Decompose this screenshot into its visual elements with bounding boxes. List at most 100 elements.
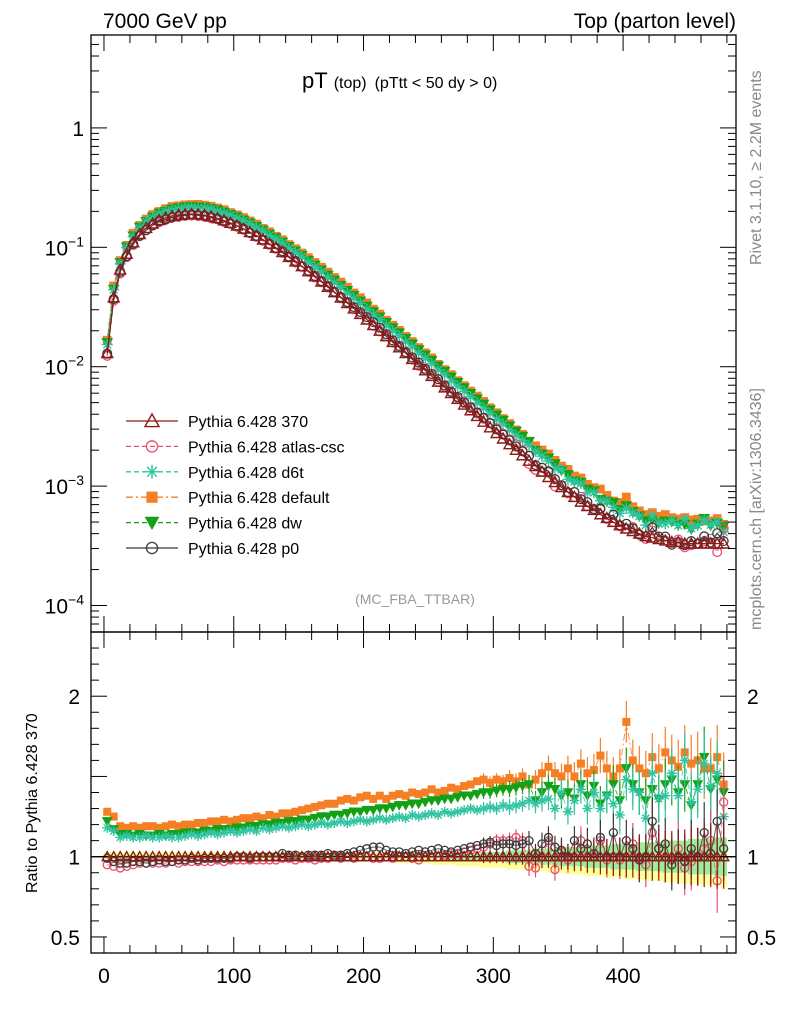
ratio-point: [678, 850, 691, 862]
ratio-point: [575, 784, 586, 795]
data-point: [426, 358, 438, 370]
ratio-point: [516, 850, 529, 862]
ratio-point: [126, 850, 140, 862]
ratio-point: [561, 850, 575, 862]
data-point: [671, 535, 685, 548]
ratio-point: [641, 769, 650, 778]
ratio-point: [232, 827, 243, 838]
ratio-point: [238, 826, 249, 837]
ratio-point: [446, 808, 457, 819]
data-point: [445, 375, 457, 387]
ratio-point: [128, 832, 139, 843]
data-point: [348, 292, 360, 304]
ratio-point: [692, 784, 703, 795]
ratio-point: [491, 786, 502, 797]
data-point: [541, 470, 556, 483]
ratio-point: [659, 850, 672, 862]
data-point: [132, 227, 147, 240]
data-point: [380, 319, 392, 331]
ratio-point: [284, 809, 293, 818]
ratio-point: [439, 845, 450, 855]
ratio-point: [413, 811, 424, 822]
data-point: [523, 439, 535, 451]
ratio-point: [452, 793, 464, 803]
data-point: [515, 448, 530, 461]
ratio-point: [640, 813, 651, 824]
data-point: [621, 492, 631, 502]
data-point: [374, 314, 386, 326]
data-point: [658, 533, 672, 546]
data-point: [563, 465, 573, 474]
legend-marker: [145, 464, 159, 479]
ratio-point: [349, 796, 358, 805]
ratio-point: [355, 814, 366, 825]
ratio-point: [407, 809, 418, 820]
data-point: [288, 254, 303, 267]
ratio-point: [159, 850, 172, 862]
ratio-point: [412, 850, 425, 862]
ratio-point: [666, 768, 677, 779]
data-point: [243, 225, 257, 238]
ratio-point: [420, 847, 430, 857]
data-point: [444, 386, 458, 399]
ratio-point: [588, 787, 599, 798]
ratio-point: [633, 850, 646, 862]
ratio-point: [574, 850, 588, 862]
data-point: [205, 203, 217, 215]
ratio-y-tick-label: 0.5: [51, 927, 80, 950]
ratio-point: [504, 801, 515, 812]
series-ratio-2: [102, 733, 729, 849]
data-point: [282, 250, 296, 263]
ratio-point: [570, 772, 579, 781]
ratio-point: [185, 850, 198, 862]
ratio-point: [704, 850, 717, 862]
ratio-point: [354, 807, 366, 818]
data-point: [497, 418, 509, 430]
ratio-point: [504, 839, 515, 849]
data-point: [419, 352, 431, 364]
data-point: [145, 216, 160, 229]
data-point: [483, 420, 497, 433]
data-point: [360, 312, 374, 325]
data-point: [484, 407, 496, 419]
data-point: [113, 262, 127, 275]
ratio-panel: 0.5 0.5 1 1 2 2 0 100 200 300 400: [51, 631, 776, 988]
ratio-point: [465, 791, 477, 802]
data-point: [400, 336, 412, 348]
ratio-point: [568, 850, 581, 862]
ratio-point: [213, 817, 222, 826]
ratio-point: [133, 850, 146, 862]
data-point: [567, 490, 582, 503]
data-point: [119, 246, 134, 260]
x-tick-label: 100: [216, 965, 251, 988]
ratio-point: [160, 856, 171, 867]
ratio-point: [135, 823, 144, 832]
data-point: [562, 473, 574, 485]
ratio-point: [329, 817, 340, 828]
series-upper-0: [100, 207, 731, 549]
ratio-point: [583, 769, 592, 778]
ratio-point: [167, 856, 177, 867]
data-point: [489, 426, 504, 439]
ratio-point: [278, 809, 287, 818]
ratio-point: [141, 858, 151, 868]
data-point: [718, 526, 730, 538]
ratio-point: [660, 790, 671, 801]
ratio-point: [224, 850, 237, 862]
data-point: [614, 507, 626, 519]
header-right: Top (parton level): [574, 10, 736, 33]
data-point: [588, 487, 600, 499]
ratio-point: [451, 850, 464, 862]
data-point: [335, 281, 347, 293]
ratio-point: [555, 850, 568, 862]
ratio-point: [421, 788, 430, 797]
ratio-point: [699, 758, 710, 769]
upper-ytick-labels: 10−4 10−3 10−2 10−1 1: [45, 118, 85, 619]
ratio-point: [522, 850, 536, 862]
ratio-point: [562, 806, 573, 817]
legend-entry: Pythia 6.428 d6t: [126, 465, 304, 482]
ratio-point: [478, 803, 489, 814]
ratio-point: [394, 847, 404, 857]
ratio-point: [470, 850, 484, 862]
data-point: [269, 240, 283, 253]
